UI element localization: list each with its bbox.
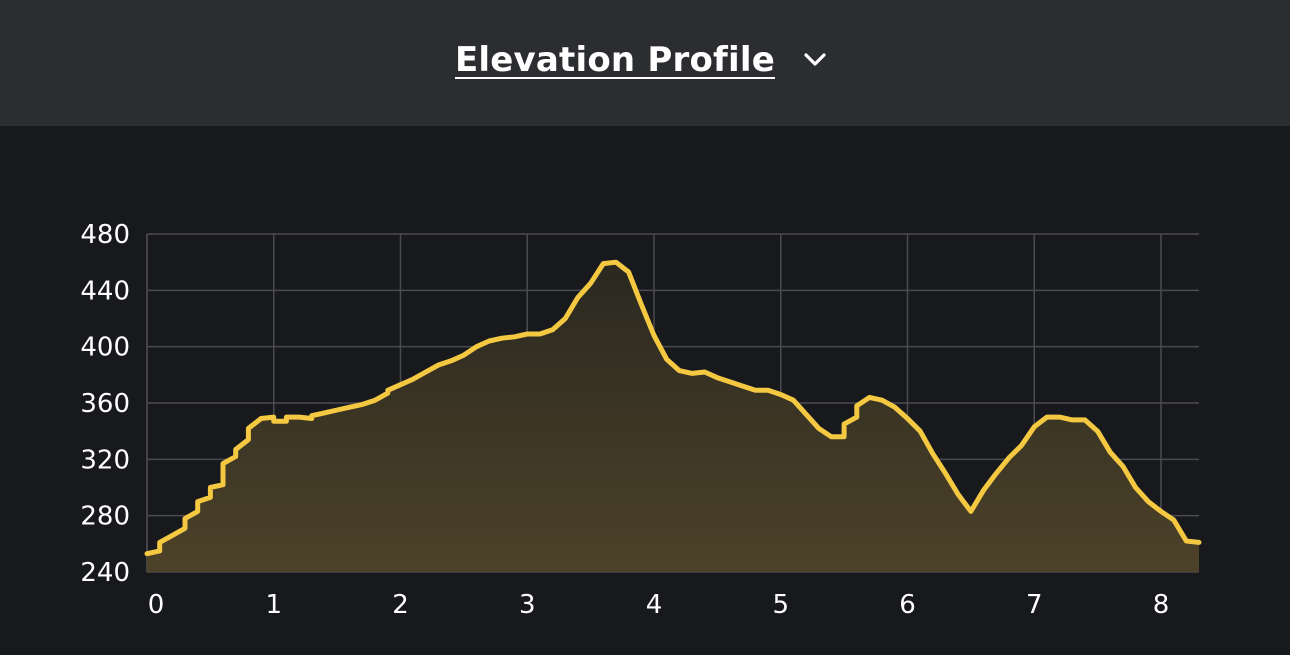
elevation-line-layer [144,259,1202,557]
x-tick-label: 5 [772,590,789,620]
x-tick-label: 2 [392,590,409,620]
header-bar: Elevation Profile [0,0,1290,126]
elevation-chart: 240 280 320 360 400 440 480 0 1 2 3 4 5 6 7 8 [80,220,1202,620]
x-axis-ticks: 0 1 2 3 4 5 6 7 8 [148,590,1170,620]
y-tick-label: 320 [80,445,130,475]
x-tick-label: 4 [646,590,663,620]
y-tick-label: 400 [80,333,130,363]
x-tick-label: 8 [1153,590,1170,620]
chevron-down-icon[interactable] [801,46,829,74]
y-tick-label: 440 [80,276,130,306]
x-tick-label: 6 [899,590,916,620]
elevation-area-fill [147,262,1199,572]
elevation-series-line [144,259,1202,557]
x-tick-label: 1 [265,590,282,620]
area-fill-layer [147,262,1199,572]
x-tick-label: 3 [519,590,536,620]
page-title[interactable]: Elevation Profile [455,40,775,80]
x-tick-label: 0 [148,590,165,620]
x-tick-label: 7 [1026,590,1043,620]
y-tick-label: 280 [80,502,130,532]
y-tick-label: 240 [80,558,130,588]
y-tick-label: 360 [80,389,130,419]
chart-container: 240 280 320 360 400 440 480 0 1 2 3 4 5 6 7 8 [0,126,1290,651]
chart-selector-dropdown[interactable]: Elevation Profile [455,38,829,82]
y-tick-label: 480 [80,220,130,250]
y-axis-ticks: 240 280 320 360 400 440 480 [80,220,130,588]
